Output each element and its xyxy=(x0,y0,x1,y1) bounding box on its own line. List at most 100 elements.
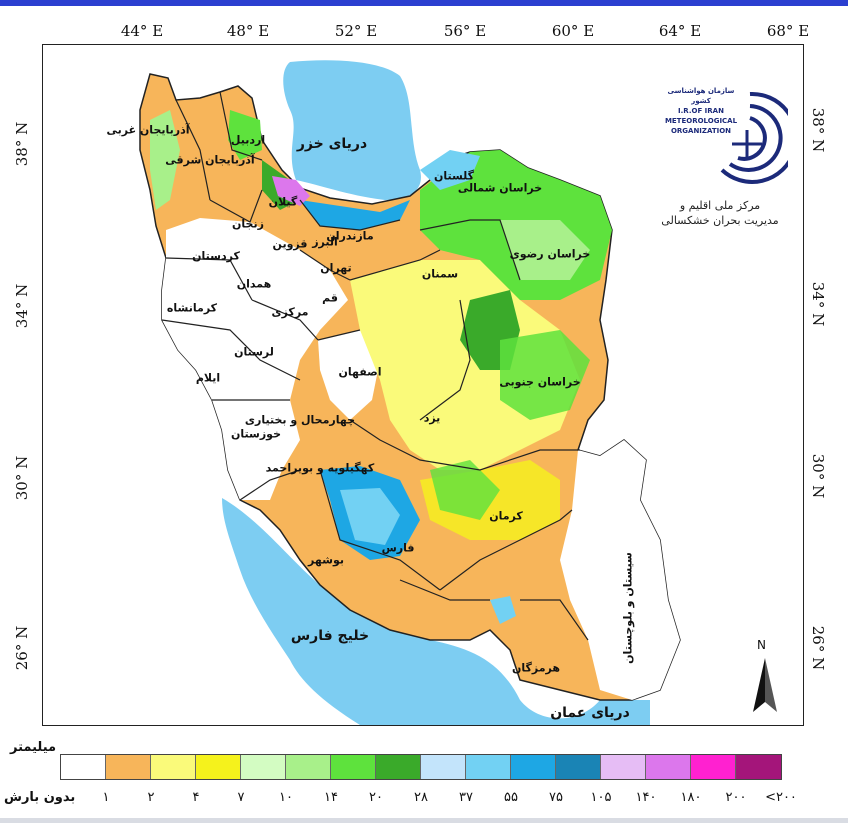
logo-org-line1: I.R.OF IRAN xyxy=(678,107,724,115)
lat-label: 38° N xyxy=(13,121,31,167)
legend-tick-label: <۲۰۰ xyxy=(765,790,797,805)
legend-swatch xyxy=(691,755,736,779)
legend-tick-label: ۳۷ xyxy=(459,790,473,805)
province-label: اصفهان xyxy=(338,365,382,379)
persian-gulf-label: خلیج فارس xyxy=(290,628,370,644)
province-label: اردبیل xyxy=(230,133,266,147)
lon-label: 64° E xyxy=(658,22,702,40)
legend-tick-label: ۱۸۰ xyxy=(680,790,702,805)
logo-caption: مرکز ملی اقلیم و مدیریت بحران خشکسالی xyxy=(660,198,780,228)
green-south xyxy=(430,460,500,520)
legend-swatch xyxy=(286,755,331,779)
province-label: آذربایجان شرقی xyxy=(165,153,255,167)
legend-no-rain-label: بدون بارش xyxy=(4,790,76,805)
province-label: آذربایجان غربی xyxy=(106,123,190,137)
legend-tick-label: ۷۵ xyxy=(549,790,563,805)
province-label: خراسان جنوبی xyxy=(499,375,581,389)
province-label: هرمزگان xyxy=(511,661,561,675)
province-label: همدان xyxy=(236,277,272,291)
province-label: قزوین xyxy=(272,237,308,251)
legend-tick-label: ۴ xyxy=(192,790,200,805)
province-label: فارس xyxy=(381,541,415,555)
legend-swatch xyxy=(196,755,241,779)
lon-label: 52° E xyxy=(334,22,378,40)
blue-hormozgan xyxy=(490,596,516,624)
logo-caption-line2: مدیریت بحران خشکسالی xyxy=(661,214,779,227)
province-label: ایلام xyxy=(195,371,221,385)
magenta-gilan xyxy=(272,176,310,206)
lon-label: 44° E xyxy=(120,22,164,40)
province-label: بوشهر xyxy=(308,553,344,567)
legend-tick-label: ۷ xyxy=(237,790,245,805)
yellow-central xyxy=(350,260,580,470)
legend-swatch xyxy=(151,755,196,779)
province-label: گیلان xyxy=(268,195,298,209)
province-label: یزد xyxy=(423,411,441,425)
province-label: قم xyxy=(322,291,338,305)
north-arrow-icon xyxy=(753,658,777,712)
legend-swatch xyxy=(511,755,556,779)
province-label: تهران xyxy=(320,261,352,275)
province-label: مازندران xyxy=(326,229,374,243)
legend-bar xyxy=(60,754,782,780)
legend-swatch xyxy=(421,755,466,779)
caspian-sea xyxy=(283,60,421,200)
legend-swatch xyxy=(61,755,106,779)
province-label: خراسان رضوی xyxy=(509,247,591,261)
province-label: کهگیلویه و بویراحمد xyxy=(265,461,375,475)
legend-unit: میلیمتر xyxy=(10,740,57,755)
legend-tick-label: ۲۸ xyxy=(414,790,428,805)
lat-label: 34° N xyxy=(13,283,31,329)
province-label: لرستان xyxy=(234,345,274,359)
legend-swatch xyxy=(556,755,601,779)
province-label: خوزستان xyxy=(231,427,281,441)
province-label: کرمانشاه xyxy=(166,301,218,315)
green-ardabil xyxy=(228,110,262,160)
legend-swatch xyxy=(376,755,421,779)
lat-label: 30° N xyxy=(809,453,827,499)
dry-southeast xyxy=(560,440,680,700)
province-label: سیستان و بلوچستان xyxy=(621,552,635,664)
lat-label: 30° N xyxy=(13,455,31,501)
legend-tick-label: ۱۴ xyxy=(324,790,338,805)
legend-tick-label: ۲۰۰ xyxy=(725,790,747,805)
province-label: خراسان شمالی xyxy=(457,181,543,195)
lat-label: 26° N xyxy=(809,625,827,671)
imo-emblem-icon xyxy=(720,91,788,184)
province-label: گلستان xyxy=(433,169,475,183)
province-label: سمنان xyxy=(421,267,459,281)
persian-gulf xyxy=(222,498,650,725)
legend-swatch xyxy=(466,755,511,779)
imo-logo: سازمان هواشناسی کشور I.R.OF IRAN METEORO… xyxy=(660,80,790,250)
logo-org-line2: METEOROLOGICAL xyxy=(664,117,738,125)
province-label: مرکزی xyxy=(271,305,309,319)
legend-swatch xyxy=(646,755,691,779)
legend-swatch xyxy=(331,755,376,779)
lon-label: 68° E xyxy=(766,22,810,40)
legend-swatch xyxy=(241,755,286,779)
legend-tick-label: ۲ xyxy=(147,790,155,805)
caspian-label: دریای خزر xyxy=(296,136,368,152)
green-northwest xyxy=(150,110,180,210)
logo-org-small: سازمان هواشناسی کشور xyxy=(667,87,735,105)
green-light-ne xyxy=(500,220,590,280)
blue-golestan xyxy=(420,150,480,190)
province-label: چهارمحال و بختیاری xyxy=(244,413,356,427)
bottom-rule xyxy=(0,818,848,823)
lon-label: 60° E xyxy=(551,22,595,40)
oman-sea-label: دریای عمان xyxy=(550,705,630,721)
lat-label: 38° N xyxy=(809,107,827,153)
lon-label: 56° E xyxy=(443,22,487,40)
legend-tick-label: ۱۰۵ xyxy=(590,790,612,805)
province-label: کردستان xyxy=(192,249,240,263)
lat-label: 26° N xyxy=(13,625,31,671)
dry-west xyxy=(162,218,348,500)
logo-org-line3: ORGANIZATION xyxy=(670,127,732,135)
green-east-mid xyxy=(500,330,590,420)
blue-mazandaran xyxy=(300,200,410,230)
legend-tick-label: ۲۰ xyxy=(369,790,383,805)
lon-label: 48° E xyxy=(226,22,270,40)
logo-org-text: سازمان هواشناسی کشور I.R.OF IRAN METEORO… xyxy=(660,86,742,136)
legend-tick-label: ۵۵ xyxy=(504,790,518,805)
